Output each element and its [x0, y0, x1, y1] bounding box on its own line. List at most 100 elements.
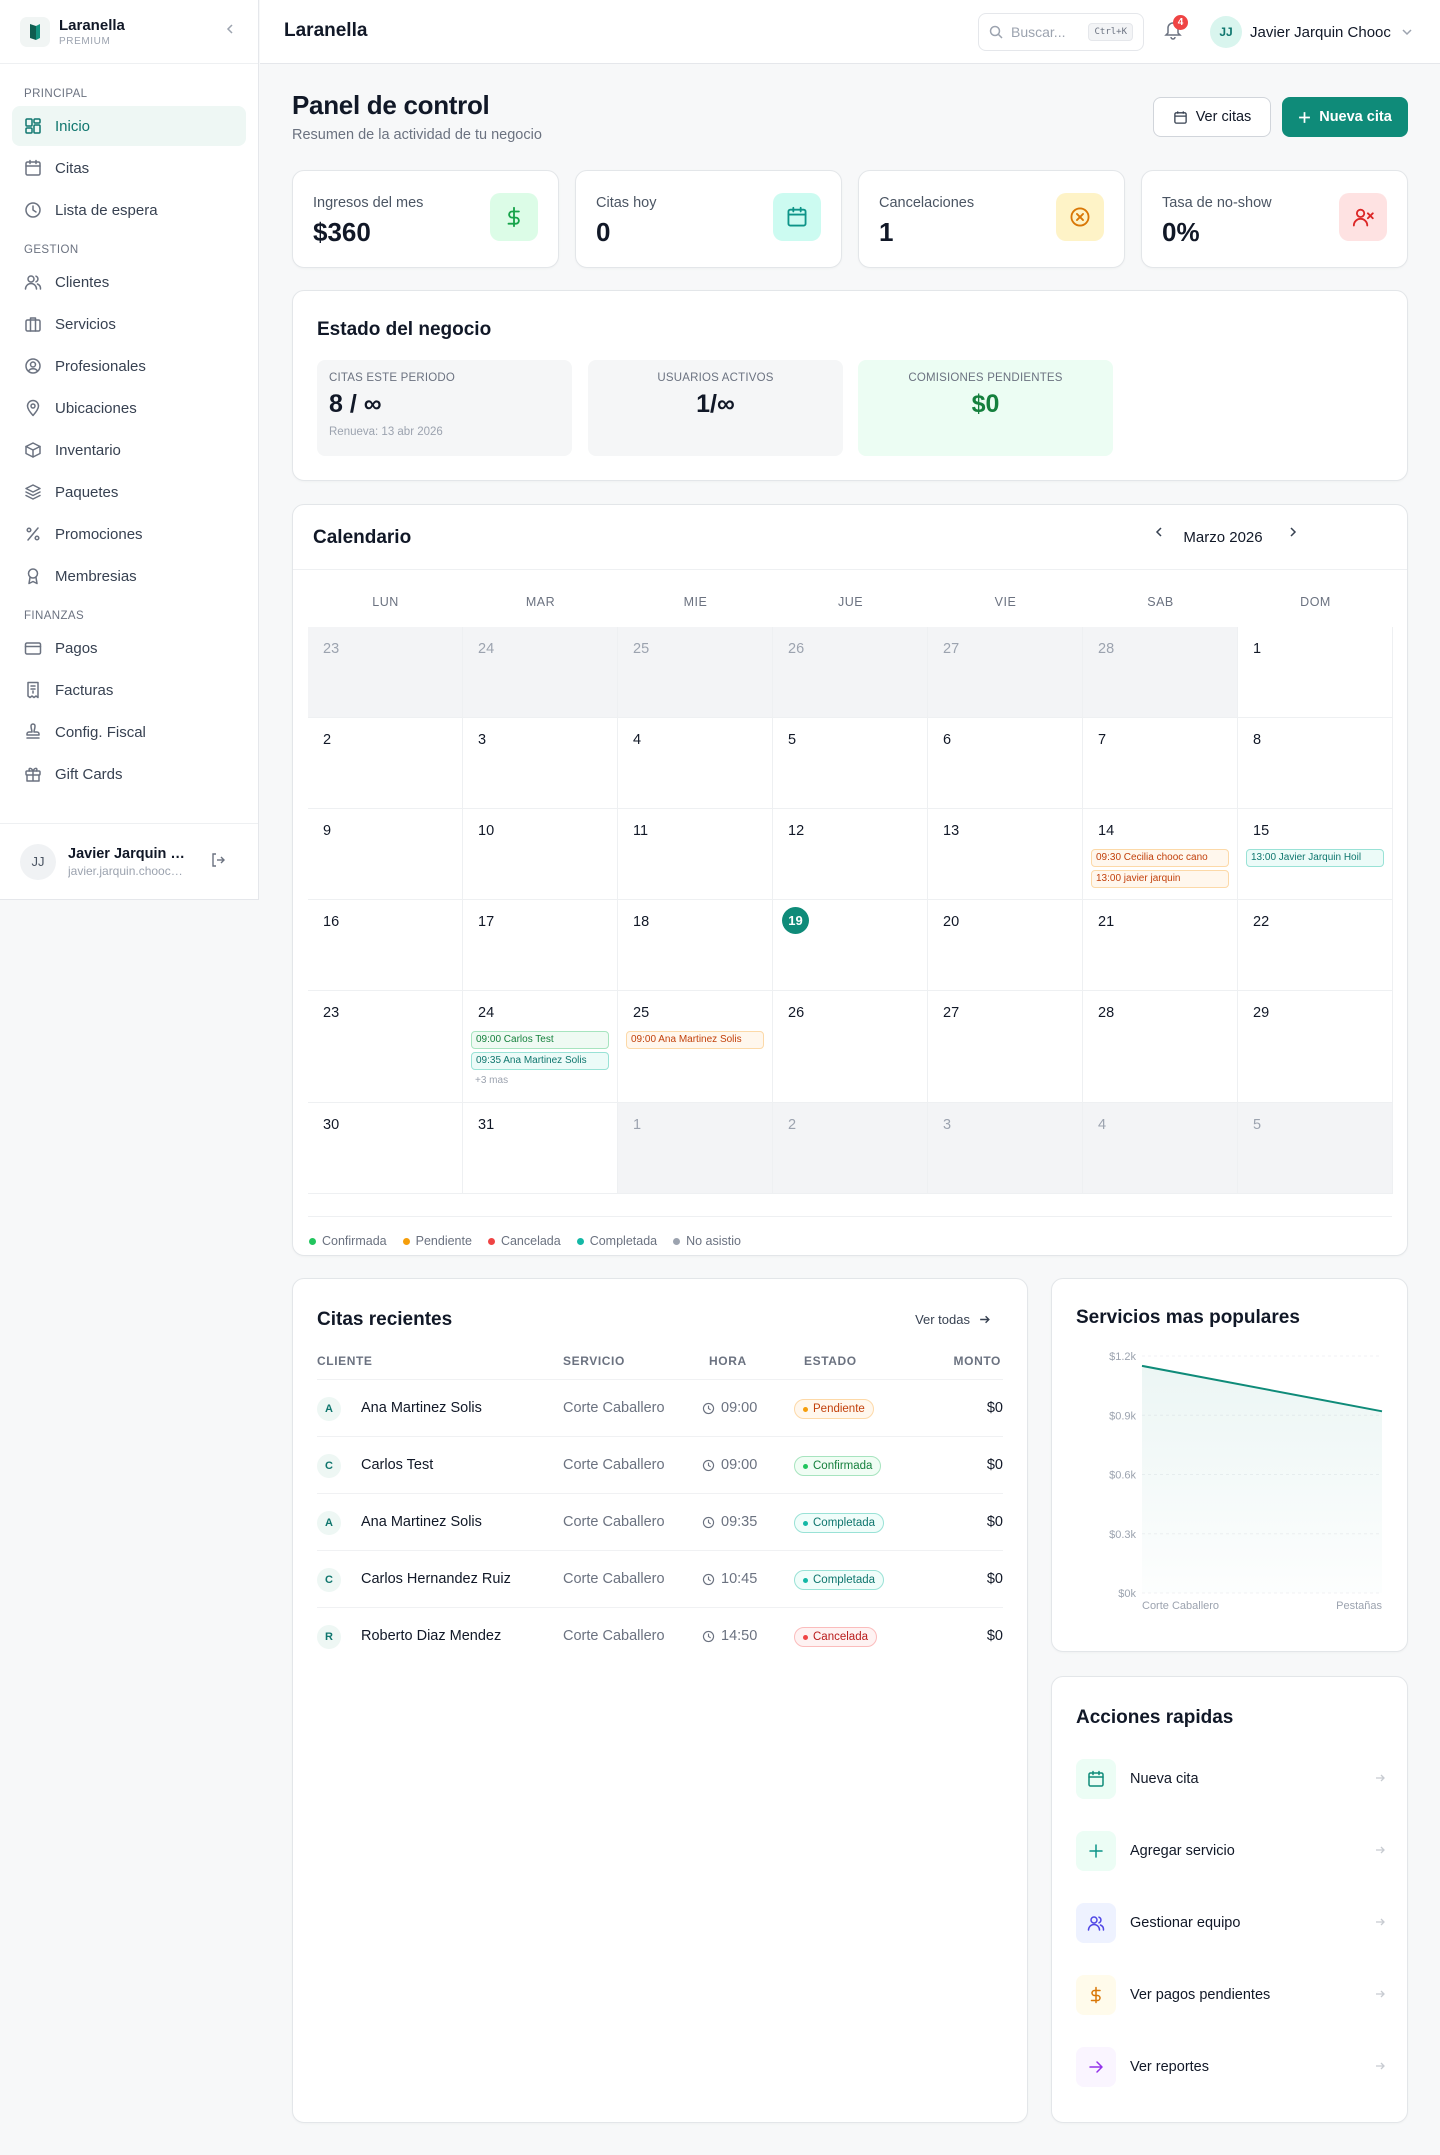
calendar-day[interactable]: 28 — [1083, 991, 1238, 1103]
calendar-day[interactable]: 18 — [618, 900, 773, 991]
calendar-event[interactable]: 09:35 Ana Martinez Solis — [471, 1052, 609, 1070]
popular-services-chart: $0k $0.3k $0.6k $0.9k $1.2k Corte Caballero Pe… — [1109, 1351, 1382, 1612]
calendar-day[interactable]: 23 — [308, 627, 463, 718]
quick-action-agregar-servicio[interactable]: Agregar servicio — [1076, 1827, 1386, 1875]
quick-action-gestionar-equipo[interactable]: Gestionar equipo — [1076, 1899, 1386, 1947]
calendar-event[interactable]: 09:00 Carlos Test — [471, 1031, 609, 1049]
calendar-day[interactable]: 15 13:00 Javier Jarquin Hoil — [1238, 809, 1393, 900]
metric-label: CITAS ESTE PERIODO — [329, 372, 456, 384]
calendar-event[interactable]: 13:00 Javier Jarquin Hoil — [1246, 849, 1384, 867]
table-row[interactable]: R Roberto Diaz Mendez Corte Caballero 14:50… — [317, 1607, 1003, 1664]
calendar-day[interactable]: 2 — [773, 1103, 928, 1194]
page-subtitle: Resumen de la actividad de tu negocio — [292, 127, 542, 143]
calendar-day[interactable]: 10 — [463, 809, 618, 900]
quick-action-label: Ver pagos pendientes — [1130, 1987, 1271, 2003]
calendar-day[interactable]: 27 — [928, 627, 1083, 718]
legend-label: Confirmada — [322, 1234, 387, 1248]
calendar-day[interactable]: 24 — [463, 627, 618, 718]
search-input[interactable]: Buscar... Ctrl+K — [978, 13, 1144, 51]
sidebar-item-promociones[interactable]: Promociones — [12, 514, 246, 554]
sidebar-item-clientes[interactable]: Clientes — [12, 262, 246, 302]
calendar-day[interactable]: 16 — [308, 900, 463, 991]
calendar-day[interactable]: 11 — [618, 809, 773, 900]
view-all-link[interactable]: Ver todas — [915, 1312, 991, 1327]
calendar-day[interactable]: 13 — [928, 809, 1083, 900]
calendar-day[interactable]: 20 — [928, 900, 1083, 991]
more-events-link[interactable]: +3 mas — [475, 1075, 509, 1086]
search-placeholder: Buscar... — [1011, 24, 1066, 40]
user-menu[interactable]: JJ Javier Jarquin Chooc — [1210, 16, 1413, 48]
quick-action-ver-pagos-pendientes[interactable]: Ver pagos pendientes — [1076, 1971, 1386, 2019]
status-text: Completada — [813, 1517, 876, 1529]
new-appointment-button[interactable]: Nueva cita — [1282, 97, 1408, 137]
calendar-day[interactable]: 21 — [1083, 900, 1238, 991]
sidebar-item-membresias[interactable]: Membresias — [12, 556, 246, 596]
calendar-day[interactable]: 9 — [308, 809, 463, 900]
brand-logo — [20, 16, 50, 47]
calendar-day[interactable]: 12 — [773, 809, 928, 900]
calendar-day[interactable]: 25 09:00 Ana Martinez Solis — [618, 991, 773, 1103]
calendar-day[interactable]: 8 — [1238, 718, 1393, 809]
day-number: 17 — [478, 914, 495, 930]
calendar-day[interactable]: 31 — [463, 1103, 618, 1194]
sidebar-item-citas[interactable]: Citas — [12, 148, 246, 188]
calendar-day[interactable]: 27 — [928, 991, 1083, 1103]
calendar-day[interactable]: 1 — [1238, 627, 1393, 718]
calendar-day[interactable]: 7 — [1083, 718, 1238, 809]
calendar-day[interactable]: 3 — [928, 1103, 1083, 1194]
quick-action-ver-reportes[interactable]: Ver reportes — [1076, 2043, 1386, 2091]
sidebar-user[interactable]: JJ Javier Jarquin Chooc javier.jarquin.c… — [0, 823, 258, 899]
day-number: 25 — [633, 1005, 650, 1021]
weekday-label: VIE — [994, 595, 1017, 609]
view-appointments-button[interactable]: Ver citas — [1153, 97, 1271, 137]
table-row[interactable]: C Carlos Test Corte Caballero 09:00 Confirma… — [317, 1436, 1003, 1493]
calendar-day[interactable]: 5 — [773, 718, 928, 809]
calendar-event[interactable]: 09:30 Cecilia chooc cano — [1091, 849, 1229, 867]
calendar-day[interactable]: 26 — [773, 991, 928, 1103]
calendar-day[interactable]: 28 — [1083, 627, 1238, 718]
calendar-day[interactable]: 2 — [308, 718, 463, 809]
table-row[interactable]: A Ana Martinez Solis Corte Caballero 09:00 P… — [317, 1379, 1003, 1436]
calendar-day[interactable]: 24 09:00 Carlos Test 09:35 Ana Martinez So… — [463, 991, 618, 1103]
sidebar-item-lista-de-espera[interactable]: Lista de espera — [12, 190, 246, 230]
calendar-day[interactable]: 25 — [618, 627, 773, 718]
quick-action-nueva-cita[interactable]: Nueva cita — [1076, 1755, 1386, 1803]
logout-icon[interactable] — [210, 852, 226, 871]
dollar-icon — [507, 206, 520, 228]
notifications-button[interactable]: 4 — [1164, 15, 1188, 43]
calendar-day[interactable]: 30 — [308, 1103, 463, 1194]
calendar-day[interactable]: 23 — [308, 991, 463, 1103]
sidebar-item-inventario[interactable]: Inventario — [12, 430, 246, 470]
calendar-day[interactable]: 4 — [618, 718, 773, 809]
clock-icon — [702, 1630, 715, 1642]
table-row[interactable]: A Ana Martinez Solis Corte Caballero 09:35 C… — [317, 1493, 1003, 1550]
sidebar-item-ubicaciones[interactable]: Ubicaciones — [12, 388, 246, 428]
sidebar-item-facturas[interactable]: Facturas — [12, 670, 246, 710]
calendar-day[interactable]: 19 — [773, 900, 928, 991]
calendar-day[interactable]: 6 — [928, 718, 1083, 809]
calendar-event[interactable]: 13:00 javier jarquin — [1091, 870, 1229, 888]
sidebar-item-config-fiscal[interactable]: Config. Fiscal — [12, 712, 246, 752]
calendar-day[interactable]: 26 — [773, 627, 928, 718]
table-header: ESTADO — [804, 1354, 857, 1368]
sidebar-item-pagos[interactable]: Pagos — [12, 628, 246, 668]
collapse-sidebar-icon[interactable] — [224, 22, 236, 40]
sidebar-item-inicio[interactable]: Inicio — [12, 106, 246, 146]
calendar-day[interactable]: 5 — [1238, 1103, 1393, 1194]
stat-label: Citas hoy — [596, 195, 657, 211]
calendar-day[interactable]: 22 — [1238, 900, 1393, 991]
calendar-day[interactable]: 4 — [1083, 1103, 1238, 1194]
calendar-day[interactable]: 14 09:30 Cecilia chooc cano 13:00 javier j… — [1083, 809, 1238, 900]
calendar-day[interactable]: 29 — [1238, 991, 1393, 1103]
calendar-day[interactable]: 17 — [463, 900, 618, 991]
next-month-button[interactable] — [1287, 525, 1299, 543]
sidebar-item-paquetes[interactable]: Paquetes — [12, 472, 246, 512]
calendar-day[interactable]: 3 — [463, 718, 618, 809]
sidebar-item-profesionales[interactable]: Profesionales — [12, 346, 246, 386]
table-row[interactable]: C Carlos Hernandez Ruiz Corte Caballero 10:… — [317, 1550, 1003, 1607]
sidebar-item-servicios[interactable]: Servicios — [12, 304, 246, 344]
calendar-day[interactable]: 1 — [618, 1103, 773, 1194]
prev-month-button[interactable] — [1153, 525, 1165, 543]
sidebar-item-gift-cards[interactable]: Gift Cards — [12, 754, 246, 794]
calendar-event[interactable]: 09:00 Ana Martinez Solis — [626, 1031, 764, 1049]
